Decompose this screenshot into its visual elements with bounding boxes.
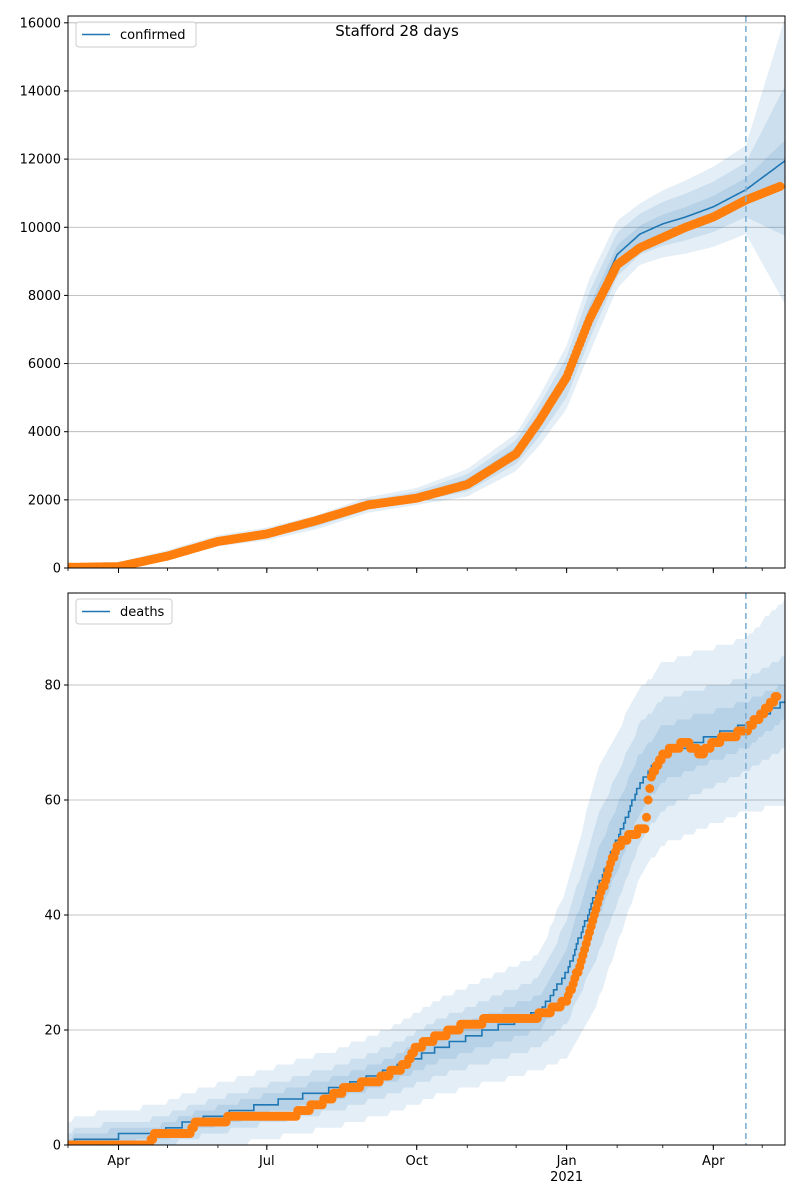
legend-box — [75, 598, 173, 625]
y-tick-label: 8000 — [28, 289, 61, 304]
legend: deaths — [75, 598, 173, 625]
y-tick-label: 80 — [44, 679, 61, 694]
y-tick-label: 40 — [44, 909, 61, 924]
x-tick-label: Apr — [107, 1154, 130, 1169]
y-tick-label: 6000 — [28, 357, 61, 372]
observed-point — [645, 784, 655, 793]
y-tick-label: 2000 — [28, 493, 61, 508]
plot-area — [68, 17, 785, 568]
plot-area — [68, 598, 785, 1145]
x-tick-year-label: 2021 — [550, 1170, 583, 1185]
uncertainty-band — [68, 598, 785, 1145]
y-tick-label: 0 — [53, 562, 61, 577]
y-tick-label: 14000 — [20, 84, 61, 99]
y-tick-label: 0 — [53, 1139, 61, 1154]
legend-box — [75, 21, 197, 48]
observed-point — [640, 824, 650, 834]
x-tick-label: Apr — [702, 1154, 725, 1169]
x-tick-label: Jan — [556, 1154, 577, 1169]
y-tick-label: 20 — [44, 1024, 61, 1039]
legend: confirmed — [75, 21, 197, 48]
x-tick-label: Oct — [405, 1154, 427, 1169]
legend-label: deaths — [120, 605, 165, 620]
y-tick-label: 60 — [44, 794, 61, 809]
observed-point — [772, 692, 782, 701]
observed-point — [642, 812, 651, 822]
y-tick-label: 4000 — [28, 425, 61, 440]
observed-point — [775, 181, 785, 191]
confirmed-panel: 0 2000 4000 6000 8000 10000 12000 14000 16000 con… — [20, 15, 786, 577]
uncertainty-band — [68, 17, 785, 568]
axes-frame — [67, 592, 786, 1146]
x-tick-label: Jul — [258, 1154, 275, 1169]
y-tick-label: 10000 — [20, 221, 61, 236]
axes-frame — [67, 15, 786, 569]
y-tick-label: 12000 — [20, 153, 61, 168]
legend-label: confirmed — [120, 28, 186, 43]
chart-title: Stafford 28 days — [335, 22, 459, 40]
observed-point — [643, 795, 653, 805]
uncertainty-band — [68, 656, 785, 1145]
y-tick-label: 16000 — [20, 16, 61, 31]
